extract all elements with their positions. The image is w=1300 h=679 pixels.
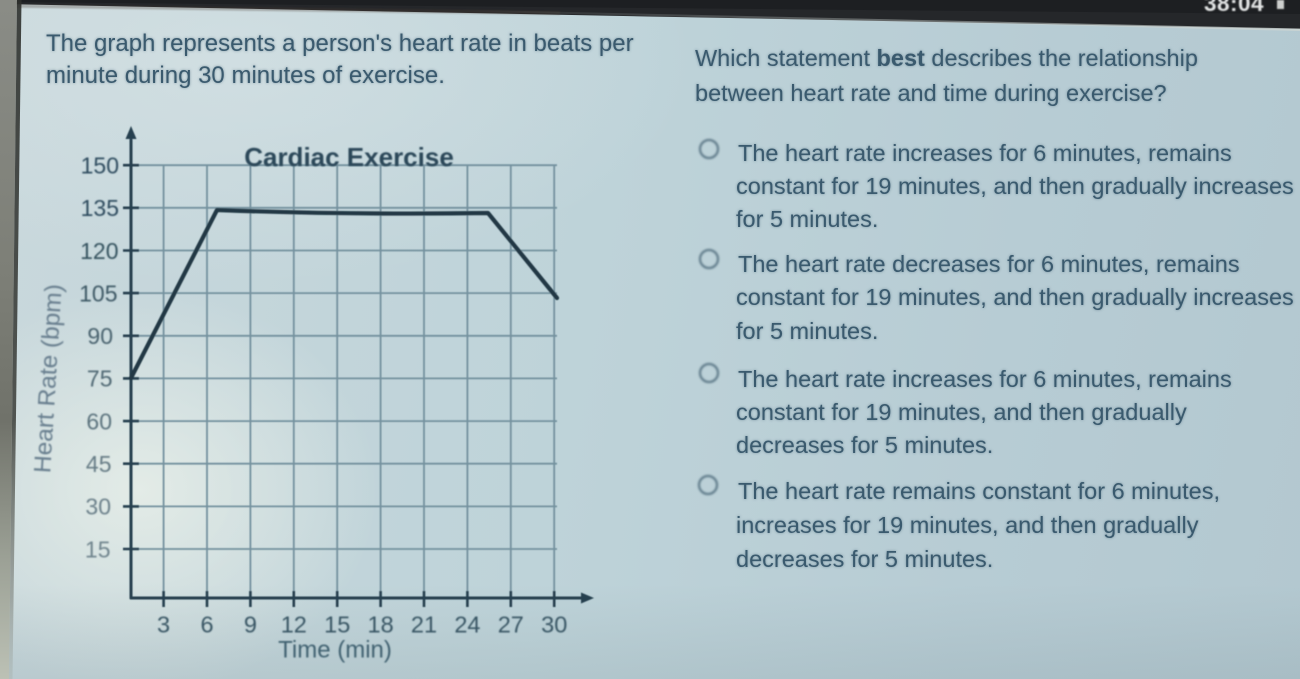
- svg-text:21: 21: [411, 612, 437, 638]
- svg-text:Time (min): Time (min): [278, 637, 392, 664]
- svg-text:12: 12: [281, 612, 307, 638]
- svg-text:15: 15: [85, 536, 111, 562]
- svg-text:38:04: 38:04: [1204, 0, 1264, 16]
- svg-text:45: 45: [86, 451, 112, 477]
- svg-text:105: 105: [79, 280, 117, 306]
- svg-text:18: 18: [368, 612, 394, 638]
- svg-text:150: 150: [81, 153, 119, 179]
- svg-text:75: 75: [87, 366, 113, 392]
- svg-text:27: 27: [498, 612, 524, 638]
- svg-text:3: 3: [157, 612, 170, 638]
- svg-text:135: 135: [81, 195, 119, 221]
- svg-text:15: 15: [324, 612, 350, 638]
- svg-text:60: 60: [86, 408, 112, 434]
- svg-text:9: 9: [244, 612, 257, 638]
- svg-text:Heart Rate (bpm): Heart Rate (bpm): [29, 283, 68, 474]
- svg-text:24: 24: [454, 612, 480, 638]
- svg-text:6: 6: [200, 612, 213, 638]
- svg-text:Cardiac Exercise: Cardiac Exercise: [244, 142, 454, 172]
- svg-text:120: 120: [80, 238, 118, 264]
- svg-text:30: 30: [85, 494, 111, 520]
- svg-text:30: 30: [541, 612, 567, 638]
- svg-text:90: 90: [87, 323, 113, 349]
